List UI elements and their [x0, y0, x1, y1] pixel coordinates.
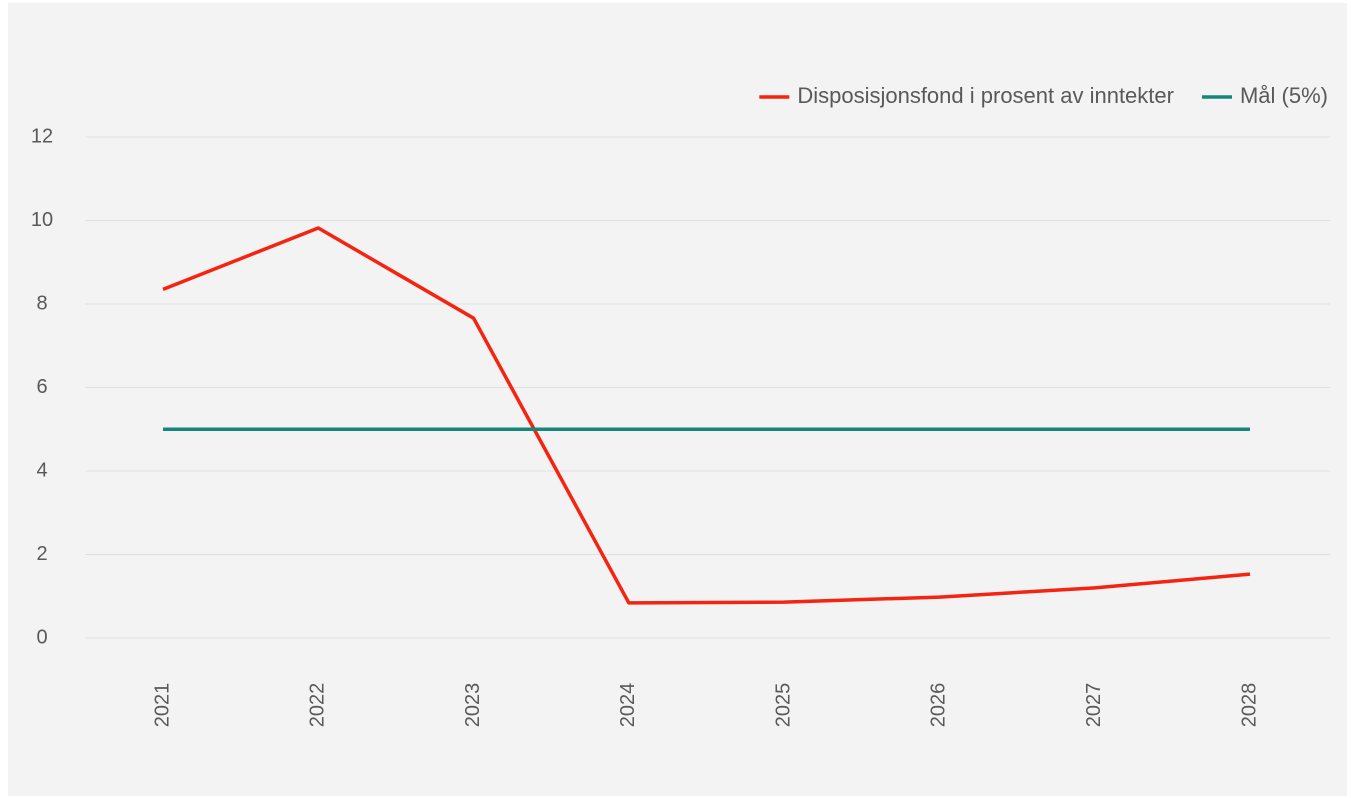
x-tick-label: 2023	[462, 683, 484, 728]
line	[162, 226, 1251, 605]
y-tick-label: 0	[36, 626, 47, 648]
x-tick-label: 2025	[772, 683, 794, 728]
x-tick-label: 2024	[617, 683, 639, 728]
y-tick-label: 2	[36, 543, 47, 565]
x-tick-label: 2027	[1083, 683, 1105, 728]
x-tick-label: 2021	[151, 683, 173, 728]
y-tick-label: 8	[36, 292, 47, 314]
y-tick-label: 10	[31, 209, 53, 231]
x-tick-label: 2022	[307, 683, 329, 728]
y-tick-label: 6	[36, 376, 47, 398]
y-tick-label: 4	[36, 459, 47, 481]
legend-label: Disposisjonsfond i prosent av inntekter	[797, 83, 1174, 108]
chart-background	[8, 3, 1347, 796]
x-tick-label: 2026	[928, 683, 950, 728]
legend-label: Mål (5%)	[1240, 83, 1328, 108]
x-tick-label: 2028	[1238, 683, 1260, 728]
y-tick-label: 12	[31, 125, 53, 147]
